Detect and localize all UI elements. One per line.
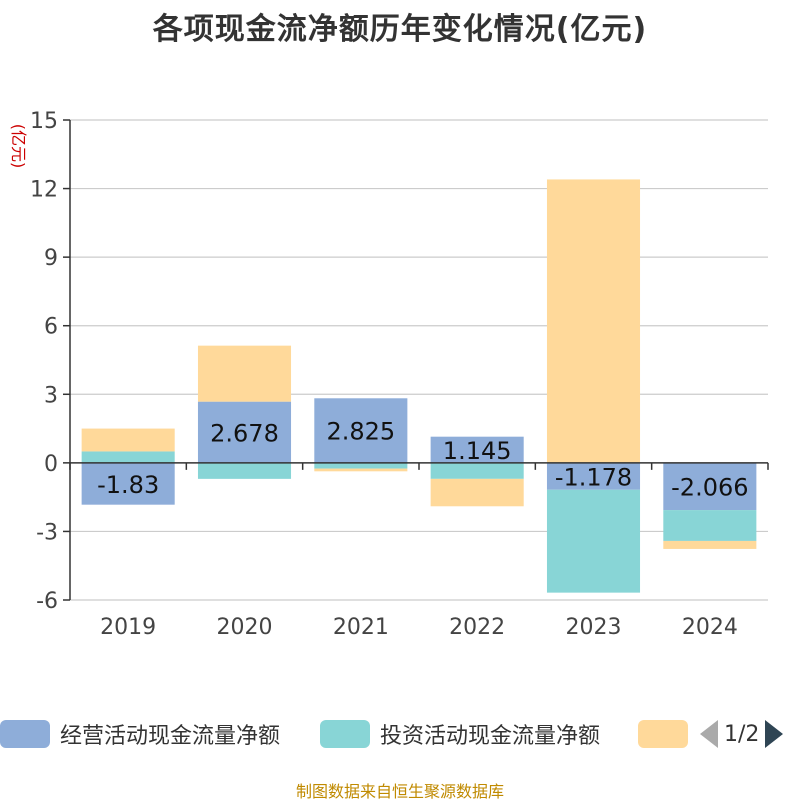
y-tick-label: 12 xyxy=(30,178,58,203)
y-tick-label: 3 xyxy=(44,383,58,408)
x-tick-label: 2020 xyxy=(217,615,273,640)
legend-label-investing: 投资活动现金流量净额 xyxy=(380,724,601,749)
data-label: 1.145 xyxy=(443,437,512,465)
y-axis-unit: (亿元) xyxy=(9,124,28,169)
bar-financing-2022 xyxy=(430,478,524,507)
bar-operating-2024 xyxy=(663,462,757,511)
chart-area: -6 -3 0 3 6 9 12 15 2019 2020 2021 2022 2023 2024 -1.8… xyxy=(9,109,769,640)
legend-pager: 1/2 xyxy=(700,716,784,752)
y-tick-label: 0 xyxy=(44,452,58,477)
bar-financing-2020 xyxy=(197,345,292,402)
data-label: 2.678 xyxy=(210,419,279,447)
bar-investing-2020 xyxy=(197,462,292,479)
y-tick-label: 15 xyxy=(30,109,58,134)
legend-swatch-operating xyxy=(0,720,50,748)
legend-item-financing[interactable] xyxy=(638,716,688,752)
x-tick-label: 2024 xyxy=(682,615,738,640)
chart-title: 各项现金流净额历年变化情况(亿元) xyxy=(152,12,648,47)
legend: 经营活动现金流量净额 投资活动现金流量净额 1/2 xyxy=(0,716,800,756)
x-tick-label: 2021 xyxy=(333,615,389,640)
legend-item-investing[interactable]: 投资活动现金流量净额 xyxy=(320,716,600,752)
y-tick-label: 9 xyxy=(44,246,58,271)
bar-investing-2023 xyxy=(546,489,641,593)
y-tick-label: -3 xyxy=(36,520,58,545)
legend-prev-arrow-icon[interactable] xyxy=(700,720,718,748)
bar-financing-2019 xyxy=(81,428,175,452)
legend-next-arrow-icon[interactable] xyxy=(765,720,784,748)
legend-swatch-investing xyxy=(320,720,370,748)
data-label: 2.825 xyxy=(326,418,395,446)
bar-investing-2021 xyxy=(314,462,408,469)
legend-page-indicator: 1/2 xyxy=(724,721,760,747)
data-label: -1.83 xyxy=(97,471,159,499)
bar-financing-2021 xyxy=(314,468,408,472)
legend-swatch-financing xyxy=(638,720,688,748)
bar-financing-2023 xyxy=(546,179,641,463)
bar-investing-2019 xyxy=(81,451,175,463)
bar-financing-2024 xyxy=(663,540,757,549)
bar-investing-2022 xyxy=(430,462,524,479)
bar-operating-2021 xyxy=(314,398,408,463)
bar-operating-2023 xyxy=(546,462,641,490)
source-footer: 制图数据来自恒生聚源数据库 xyxy=(295,782,504,801)
bar-operating-2020 xyxy=(197,401,292,463)
x-tick-label: 2019 xyxy=(100,615,156,640)
data-label: -1.178 xyxy=(555,463,632,491)
legend-item-operating[interactable]: 经营活动现金流量净额 xyxy=(0,716,280,752)
bar-operating-2022 xyxy=(430,436,524,463)
bar-investing-2024 xyxy=(663,510,757,541)
bar-operating-2019 xyxy=(81,462,175,505)
y-tick-label: 6 xyxy=(44,315,58,340)
x-tick-label: 2022 xyxy=(449,615,505,640)
legend-label-operating: 经营活动现金流量净额 xyxy=(60,724,281,749)
x-tick-label: 2023 xyxy=(566,615,622,640)
y-tick-label: -6 xyxy=(36,589,58,614)
data-label: -2.066 xyxy=(671,473,748,501)
